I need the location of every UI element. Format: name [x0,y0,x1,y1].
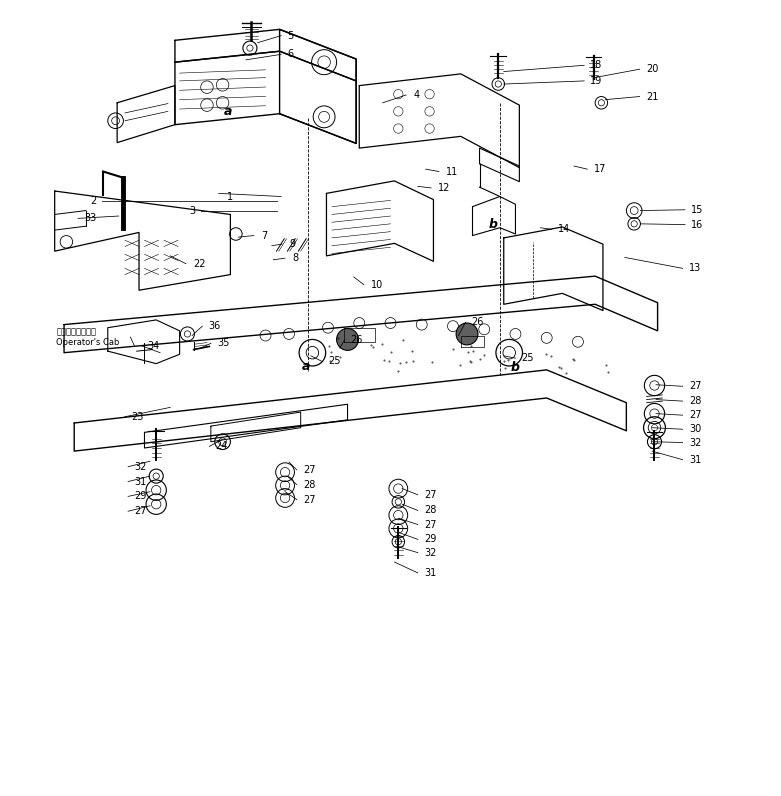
Text: 5: 5 [287,30,294,41]
Text: 12: 12 [438,183,451,193]
Text: 4: 4 [414,90,420,100]
Text: 32: 32 [689,438,701,447]
Text: 36: 36 [209,321,221,331]
Text: 27: 27 [303,494,316,505]
Text: 32: 32 [424,548,437,558]
Text: 33: 33 [84,213,97,224]
Text: オペレータキャブ
Operator's Cab: オペレータキャブ Operator's Cab [56,327,119,347]
Text: 19: 19 [590,76,603,86]
Text: 13: 13 [689,263,701,273]
Text: 31: 31 [424,568,437,578]
Text: 15: 15 [691,205,704,215]
Text: 27: 27 [134,506,147,517]
Text: 2: 2 [90,196,96,206]
Text: 18: 18 [590,60,603,70]
Text: 30: 30 [689,424,701,435]
Text: 25: 25 [522,353,534,363]
Text: a: a [224,105,232,118]
Text: 28: 28 [303,480,316,490]
Text: 27: 27 [424,490,437,500]
Text: 27: 27 [689,410,701,420]
Text: 34: 34 [148,341,160,351]
Text: 35: 35 [217,338,230,349]
Text: 27: 27 [303,465,316,475]
Text: b: b [511,361,520,374]
Text: 1: 1 [226,192,233,201]
Text: 7: 7 [261,231,267,240]
Text: 31: 31 [134,477,147,486]
Text: 31: 31 [689,455,701,465]
Text: 27: 27 [424,520,437,529]
Text: 9: 9 [289,239,295,249]
Text: 29: 29 [424,534,437,544]
Text: 23: 23 [131,412,144,422]
Text: 26: 26 [351,335,363,345]
Text: 21: 21 [646,92,658,102]
Text: 16: 16 [691,220,704,229]
Text: 3: 3 [190,205,196,216]
Text: 24: 24 [216,442,228,451]
Text: b: b [489,218,498,231]
Text: 8: 8 [292,253,298,263]
Text: 28: 28 [424,505,437,516]
Text: 25: 25 [328,357,341,366]
Text: 14: 14 [558,224,571,234]
Text: 32: 32 [134,462,147,472]
Circle shape [337,329,358,350]
Text: 20: 20 [646,64,658,74]
Text: a: a [302,361,310,373]
Text: 11: 11 [446,166,458,177]
Text: 27: 27 [689,381,701,392]
Text: 6: 6 [287,49,294,60]
Text: 10: 10 [371,279,383,290]
Text: 17: 17 [594,164,606,174]
Text: 26: 26 [472,318,484,327]
Circle shape [456,323,478,345]
Text: 29: 29 [134,491,147,501]
Text: 22: 22 [193,259,205,269]
Text: 28: 28 [689,396,701,406]
